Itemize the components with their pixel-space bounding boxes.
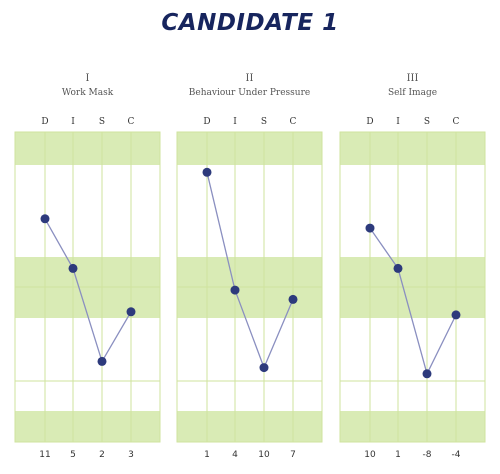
series-line [44,218,132,363]
column-label-c: C [128,117,135,127]
panel-title: Behaviour Under Pressure [189,88,310,98]
score-label-s: -8 [423,450,432,460]
panel-numeral: III [407,73,419,84]
column-label-c: C [453,117,460,127]
score-label-c: -4 [452,450,461,460]
column-label-s: S [261,117,267,127]
score-label-c: 7 [290,450,296,460]
column-label-c: C [290,117,297,127]
column-label-s: S [424,117,430,127]
score-label-i: 1 [395,450,401,460]
score-label-d: 1 [204,450,210,460]
score-label-d: 10 [364,450,376,460]
panel-numeral: II [246,73,254,84]
panel-title: Work Mask [62,88,114,98]
data-point-c [126,307,136,317]
column-label-d: D [366,117,373,127]
column-label-i: I [233,117,237,127]
panel-numeral: I [86,73,90,84]
score-label-s: 10 [258,450,270,460]
panel-title: Self Image [388,88,437,98]
score-label-i: 4 [232,450,238,460]
data-point-d [40,214,50,224]
series-line [206,172,294,370]
column-label-d: D [203,117,210,127]
data-point-c [288,294,298,304]
shaded-band [15,411,160,442]
data-point-i [230,285,240,295]
column-label-i: I [396,117,400,127]
data-point-i [68,263,78,273]
data-point-s [97,356,107,366]
column-label-i: I [71,117,75,127]
shaded-band [340,132,485,165]
data-point-d [202,167,212,177]
data-point-s [259,363,269,373]
series-line [369,227,457,376]
panel-border [176,131,323,443]
column-label-d: D [41,117,48,127]
page-title: CANDIDATE 1 [161,10,339,36]
score-label-i: 5 [70,450,76,460]
shaded-band [15,132,160,165]
data-point-d [365,223,375,233]
shaded-band [340,411,485,442]
panel-border [14,131,161,443]
shaded-band [177,411,322,442]
panel-border [339,131,486,443]
data-point-i [393,263,403,273]
shaded-band [177,132,322,165]
data-point-c [451,310,461,320]
score-label-s: 2 [99,450,105,460]
score-label-d: 11 [39,450,50,460]
data-point-s [422,369,432,379]
column-label-s: S [99,117,105,127]
score-label-c: 3 [128,450,134,460]
